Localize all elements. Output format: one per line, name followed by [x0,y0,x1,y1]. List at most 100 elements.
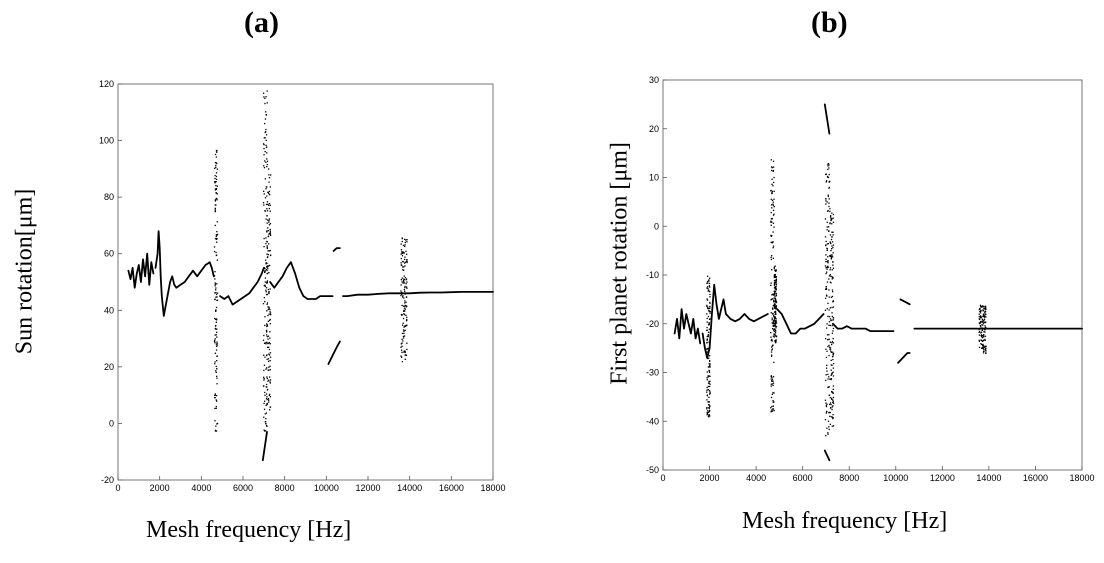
data-point [403,278,405,280]
data-point [406,324,408,326]
data-point [262,202,265,204]
data-point [982,320,984,323]
data-point [216,199,218,201]
data-point [215,310,217,312]
data-point [706,411,708,414]
data-point [831,269,833,271]
data-point [706,414,708,416]
data-point [984,331,986,333]
y-tick-label: 60 [104,249,114,259]
data-point [216,341,218,343]
data-point [406,239,408,241]
data-point [214,283,216,285]
data-point [825,272,827,275]
data-point [215,198,217,200]
data-point [829,407,832,409]
data-point [774,316,777,318]
data-point [214,339,216,342]
data-point [215,328,217,330]
y-tick-label: 20 [649,124,659,134]
data-point [772,257,774,259]
data-point [406,316,408,318]
data-point [267,369,269,371]
data-point [773,293,776,295]
data-point [269,264,271,267]
data-point [831,373,833,375]
data-point [266,245,268,247]
data-point [770,355,773,357]
data-point [267,272,269,275]
data-point [706,287,708,289]
data-point [403,335,406,337]
data-point [401,361,403,363]
data-point [825,405,828,408]
data-point [266,215,268,217]
data-point [707,334,709,337]
data-point [706,282,708,284]
data-point [214,189,217,191]
data-point [268,290,270,293]
data-point [983,314,985,316]
data-point [774,341,777,344]
data-point [707,350,710,352]
data-point [774,295,776,297]
data-point [267,203,269,205]
data-point [214,162,217,164]
data-point [830,364,832,366]
data-point [216,149,218,152]
data-point [214,282,216,284]
data-point [829,216,832,218]
data-point [215,292,217,294]
data-point [266,166,268,168]
data-point [827,345,829,348]
data-point [832,351,834,353]
data-point [268,319,271,322]
data-point [827,373,829,376]
data-point [400,264,402,266]
data-point [400,284,402,286]
data-point [708,363,710,365]
data-point [826,247,828,249]
data-point [266,210,269,212]
data-point [771,235,773,237]
data-point [268,353,270,355]
data-point [264,102,266,105]
data-point [772,214,775,216]
data-point [400,262,402,264]
data-point [829,402,832,404]
data-point [831,218,833,220]
data-point [772,392,774,394]
data-point [404,256,406,258]
data-point [706,298,708,300]
data-point [772,313,774,315]
data-point [985,307,987,309]
data-point [772,401,774,403]
data-point [827,243,829,245]
data-point [264,178,266,180]
data-point [826,327,828,329]
plot-frame [117,83,494,481]
data-point [773,293,775,296]
data-point [772,335,775,337]
data-point [831,344,833,346]
data-point [770,198,772,200]
data-point [708,382,710,384]
data-point [403,330,405,332]
chart-b-xlabel: Mesh frequency [Hz] [742,508,948,534]
data-point [266,341,268,343]
data-point [401,237,403,239]
data-point [832,353,834,355]
data-point [214,181,216,183]
data-point [981,318,983,320]
data-point [266,303,268,305]
data-point [983,314,986,316]
data-point [708,341,710,343]
data-point [770,221,772,223]
data-point [214,393,216,395]
data-point [266,247,268,250]
data-point [773,290,775,292]
data-point [264,267,266,270]
data-point [771,317,773,319]
data-point [981,347,983,349]
data-point [709,360,711,362]
